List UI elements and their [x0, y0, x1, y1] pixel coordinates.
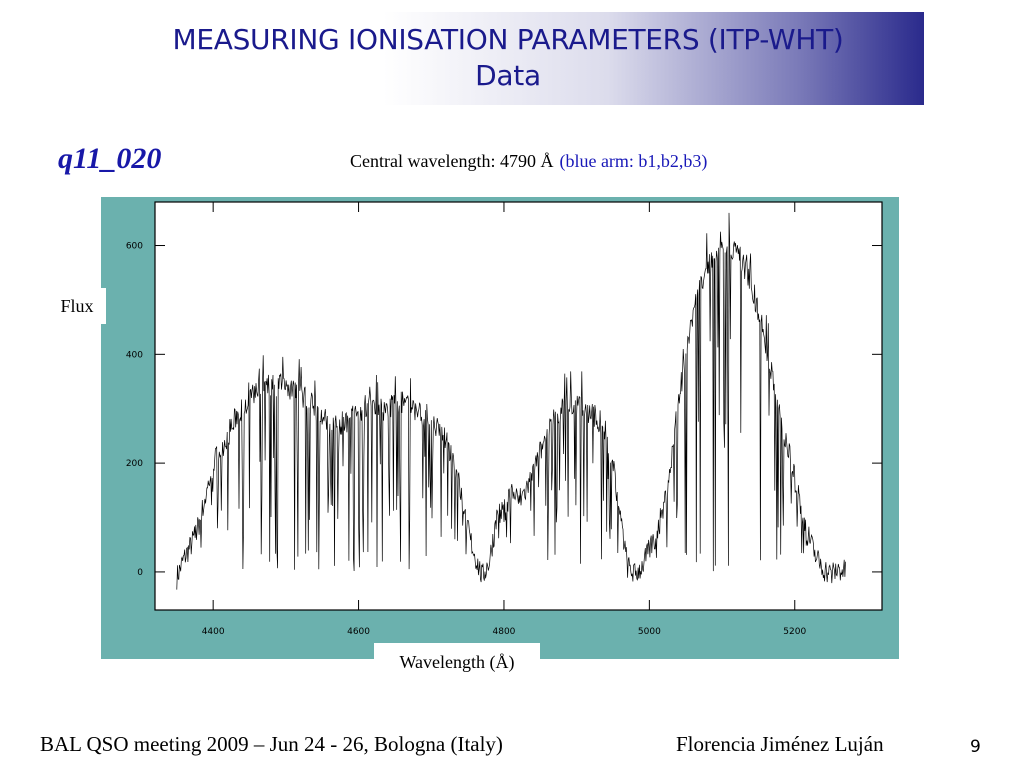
title-line-1: MEASURING IONISATION PARAMETERS (ITP-WHT…	[172, 23, 844, 56]
y-tick-label: 200	[126, 459, 143, 469]
x-tick-label: 5000	[638, 627, 661, 637]
y-tick-label: 400	[126, 350, 143, 360]
central-wavelength-text: Central wavelength: 4790 Å	[350, 151, 554, 171]
axis-tick-labels: 4400 4600 4800 5000 5200 0 200 400 600	[126, 242, 807, 637]
y-axis-label: Flux	[48, 288, 106, 324]
y-tick-label: 0	[137, 568, 143, 578]
footer-meeting: BAL QSO meeting 2009 – Jun 24 - 26, Bolo…	[40, 732, 503, 756]
x-tick-label: 4800	[493, 627, 516, 637]
title-line-2: Data	[475, 59, 541, 92]
y-tick-label: 600	[126, 242, 143, 252]
slide-title: MEASURING IONISATION PARAMETERS (ITP-WHT…	[92, 22, 924, 94]
page-number: 9	[970, 737, 981, 757]
footer-author: Florencia Jiménez Luján	[676, 732, 884, 756]
x-tick-label: 5200	[783, 627, 806, 637]
axis-ticks	[155, 202, 882, 610]
spectrum-id: q11_020	[58, 142, 162, 175]
x-axis-label: Wavelength (Å)	[374, 643, 540, 681]
x-tick-label: 4400	[202, 627, 225, 637]
central-wavelength-caption: Central wavelength: 4790 Å (blue arm: b1,…	[350, 151, 707, 172]
title-banner	[92, 12, 924, 105]
plot-area	[154, 201, 883, 611]
spectrum-line	[176, 212, 846, 590]
arm-info-text: (blue arm: b1,b2,b3)	[559, 151, 708, 171]
x-tick-label: 4600	[347, 627, 370, 637]
